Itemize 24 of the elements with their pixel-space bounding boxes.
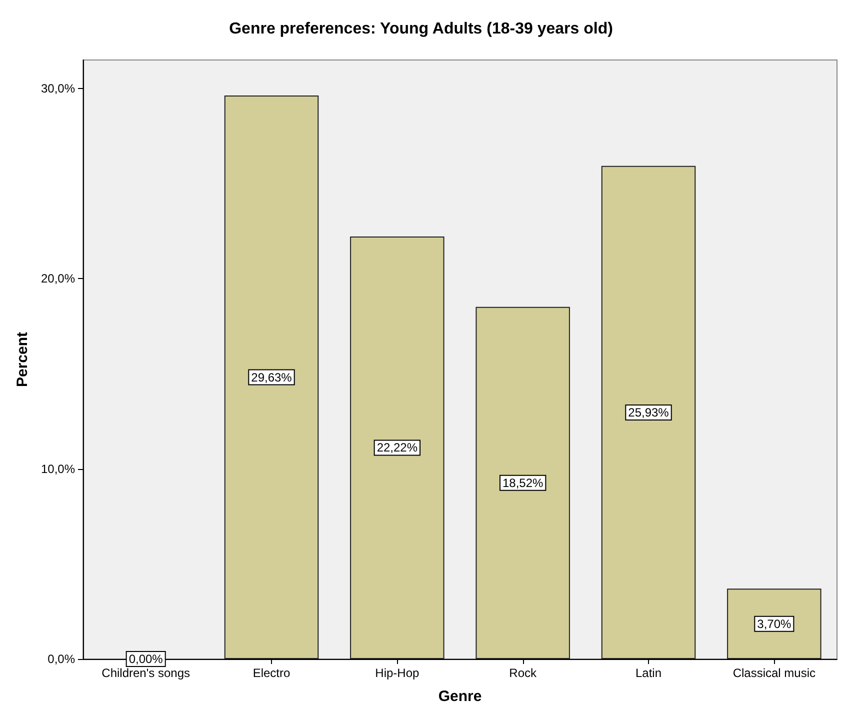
- data-label: 29,63%: [251, 370, 292, 384]
- x-tick-label: Latin: [635, 666, 662, 680]
- bar: [350, 236, 444, 659]
- y-tick-label: 0,0%: [48, 652, 76, 666]
- bar: [224, 96, 319, 659]
- chart-title: Genre preferences: Young Adults (18-39 years old): [229, 20, 613, 38]
- y-axis-title: Percent: [14, 332, 32, 388]
- bar: [727, 588, 822, 659]
- x-tick-label: Children's songs: [102, 666, 190, 680]
- y-tick-label: 10,0%: [40, 462, 76, 476]
- y-tick-label: 20,0%: [40, 272, 76, 286]
- y-tick-label: 30,0%: [40, 82, 76, 96]
- data-label: 18,52%: [502, 476, 544, 490]
- data-label: 3,70%: [757, 616, 792, 631]
- x-tick-label: Hip-Hop: [375, 666, 420, 680]
- x-tick-label: Classical music: [732, 666, 816, 680]
- x-tick-label: Electro: [252, 666, 290, 680]
- x-tick-label: Rock: [509, 666, 538, 680]
- data-label: 22,22%: [376, 440, 418, 455]
- data-label: 0,00%: [128, 652, 164, 666]
- bar: [476, 306, 570, 659]
- bar: [601, 166, 696, 659]
- data-label: 25,93%: [628, 405, 670, 420]
- x-axis-title: Genre: [438, 688, 482, 705]
